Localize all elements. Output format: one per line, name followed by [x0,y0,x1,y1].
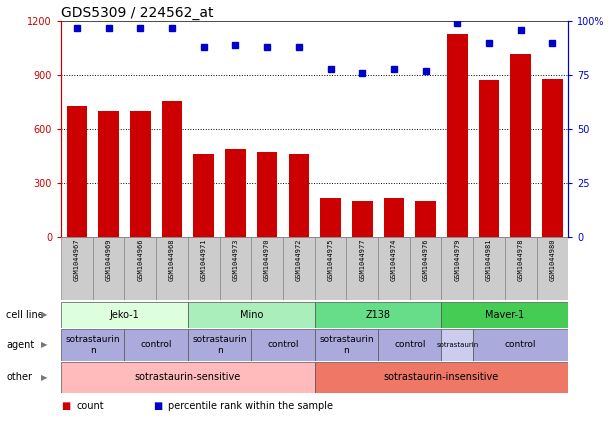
Bar [505,237,536,300]
Bar [188,237,219,300]
Text: ▶: ▶ [41,341,47,349]
Text: other: other [6,372,32,382]
Text: GSM1044974: GSM1044974 [391,239,397,281]
Text: GSM1044969: GSM1044969 [106,239,112,281]
Bar [473,237,505,300]
Bar [441,302,568,328]
Text: GSM1044976: GSM1044976 [423,239,428,281]
Text: GSM1044979: GSM1044979 [455,239,460,281]
Bar [225,149,246,237]
Text: GSM1044980: GSM1044980 [549,239,555,281]
Text: GSM1044972: GSM1044972 [296,239,302,281]
Bar [315,362,568,393]
Text: sotrastaurin
n: sotrastaurin n [319,335,374,354]
Text: GSM1044970: GSM1044970 [264,239,270,281]
Text: control: control [267,341,299,349]
Text: control: control [394,341,425,349]
Bar [288,154,309,237]
Bar [188,329,251,361]
Text: GSM1044968: GSM1044968 [169,239,175,281]
Text: GSM1044978: GSM1044978 [518,239,524,281]
Bar [125,329,188,361]
Bar [315,329,378,361]
Text: ▶: ▶ [41,373,47,382]
Text: GSM1044981: GSM1044981 [486,239,492,281]
Text: cell line: cell line [6,310,44,320]
Bar [188,302,315,328]
Bar [378,329,441,361]
Text: GSM1044977: GSM1044977 [359,239,365,281]
Bar [251,237,283,300]
Bar [67,106,87,237]
Text: Maver-1: Maver-1 [485,310,524,320]
Bar [257,152,277,237]
Text: sotrastaurin
n: sotrastaurin n [192,335,247,354]
Bar [415,201,436,237]
Bar [61,302,188,328]
Bar [441,329,473,361]
Bar [61,237,93,300]
Bar [536,237,568,300]
Text: sotrastaurin-sensitive: sotrastaurin-sensitive [135,372,241,382]
Text: Z138: Z138 [365,310,390,320]
Text: sotrastaurin
n: sotrastaurin n [65,335,120,354]
Bar [315,237,346,300]
Bar [251,329,315,361]
Text: control: control [505,341,536,349]
Text: GSM1044975: GSM1044975 [327,239,334,281]
Text: Mino: Mino [240,310,263,320]
Bar [473,329,568,361]
Text: ▶: ▶ [41,310,47,319]
Bar [162,101,182,237]
Text: control: control [141,341,172,349]
Bar [130,111,151,237]
Text: GSM1044966: GSM1044966 [137,239,144,281]
Bar [378,237,410,300]
Text: agent: agent [6,340,34,350]
Bar [61,362,315,393]
Text: sotrastaurin-insensitive: sotrastaurin-insensitive [384,372,499,382]
Bar [384,198,404,237]
Bar [510,54,531,237]
Text: ■: ■ [61,401,70,411]
Bar [315,302,441,328]
Text: GSM1044967: GSM1044967 [74,239,80,281]
Text: GDS5309 / 224562_at: GDS5309 / 224562_at [61,6,214,20]
Bar [61,329,125,361]
Bar [98,111,119,237]
Bar [219,237,251,300]
Bar [441,237,473,300]
Text: Jeko-1: Jeko-1 [109,310,139,320]
Bar [542,79,563,237]
Bar [478,80,499,237]
Bar [320,198,341,237]
Bar [346,237,378,300]
Bar [156,237,188,300]
Bar [194,154,214,237]
Text: GSM1044971: GSM1044971 [201,239,207,281]
Bar [447,34,467,237]
Bar [283,237,315,300]
Text: GSM1044973: GSM1044973 [232,239,238,281]
Text: ■: ■ [153,401,162,411]
Text: percentile rank within the sample: percentile rank within the sample [168,401,333,411]
Bar [352,201,373,237]
Bar [410,237,441,300]
Bar [125,237,156,300]
Text: count: count [76,401,104,411]
Text: sotrastaurin: sotrastaurin [436,342,478,348]
Bar [93,237,125,300]
